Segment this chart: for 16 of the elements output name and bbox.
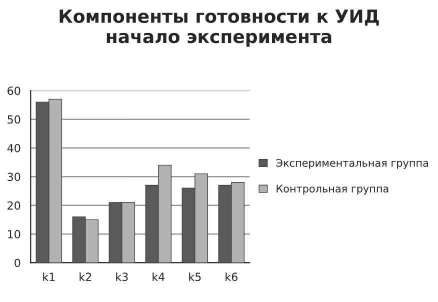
y-tick-label: 10 xyxy=(8,230,20,238)
x-tick-label: k5 xyxy=(189,272,201,282)
legend-label: Экспериментальная группа xyxy=(276,158,428,169)
y-tick-label: 50 xyxy=(8,115,20,124)
y-tick-label: 40 xyxy=(7,144,20,152)
legend-label: Контрольная группа xyxy=(276,184,388,195)
x-tick-label: k1 xyxy=(43,272,55,281)
y-tick-label: 60 xyxy=(8,86,20,95)
x-tick-label: k2 xyxy=(80,272,92,281)
x-tick-label: k6 xyxy=(226,272,238,282)
chart-title: Компоненты готовности к УИД начало эксперимента xyxy=(60,10,379,47)
y-tick-label: 20 xyxy=(8,201,20,210)
x-tick-label: k4 xyxy=(152,272,165,281)
x-tick-label: k3 xyxy=(116,272,128,282)
y-tick-label: 0 xyxy=(14,258,20,268)
y-tick-label: 30 xyxy=(8,172,20,182)
